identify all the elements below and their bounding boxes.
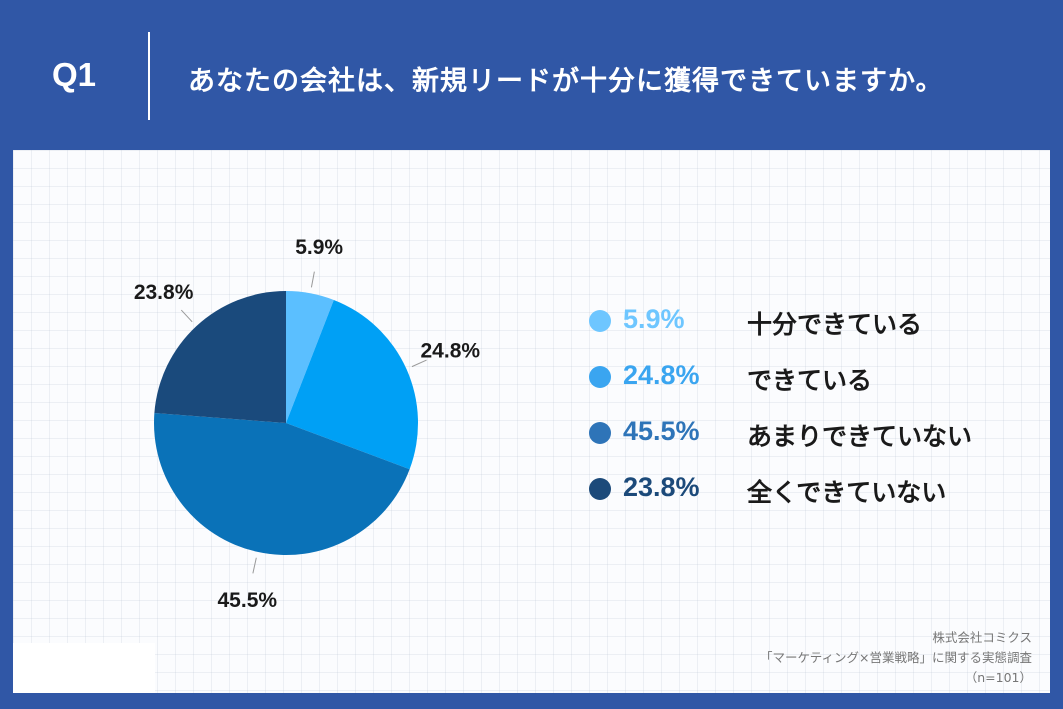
legend-item: 23.8% 全くできていない — [589, 470, 1029, 526]
legend: 5.9% 十分できている 24.8% できている 45.5% あまりできていない 23.8%… — [589, 302, 1029, 526]
legend-label: あまりできていない — [747, 422, 973, 451]
legend-swatch — [589, 366, 611, 388]
leader-line-1 — [411, 359, 427, 368]
legend-label: 全くできていない — [747, 478, 947, 507]
legend-item: 24.8% できている — [589, 358, 1029, 414]
question-title: あなたの会社は、新規リードが十分に獲得できていますか。 — [188, 66, 944, 97]
legend-percent: 24.8% — [623, 360, 700, 390]
legend-swatch — [589, 478, 611, 500]
legend-label: できている — [747, 366, 873, 395]
legend-swatch — [589, 310, 611, 332]
legend-swatch — [589, 422, 611, 444]
legend-item: 45.5% あまりできていない — [589, 414, 1029, 470]
legend-percent: 5.9% — [623, 304, 685, 334]
chart-panel: 5.9% 24.8% 45.5% 23.8% 5.9% 十分できている 24.8% できてい… — [13, 150, 1050, 693]
leader-line-2 — [252, 557, 257, 574]
pie-slice-2 — [153, 413, 410, 555]
leader-line-0 — [310, 271, 315, 288]
corner-mask — [13, 643, 155, 693]
slice-label-0: 5.9% — [295, 236, 343, 259]
legend-percent: 23.8% — [623, 472, 700, 502]
source-sample-size: （n=101） — [964, 670, 1032, 685]
source-company: 株式会社コミクス — [932, 630, 1032, 645]
legend-item: 5.9% 十分できている — [589, 302, 1029, 358]
slice-label-2: 45.5% — [218, 589, 278, 612]
legend-label: 十分できている — [747, 310, 923, 339]
question-number: Q1 — [52, 56, 97, 93]
header-divider — [148, 32, 150, 120]
pie-chart: 5.9% 24.8% 45.5% 23.8% — [134, 236, 481, 612]
legend-percent: 45.5% — [623, 416, 700, 446]
leader-line-3 — [180, 309, 193, 323]
source-survey: 「マーケティング×営業戦略」に関する実態調査 — [760, 650, 1032, 665]
source-note: 株式会社コミクス 「マーケティング×営業戦略」に関する実態調査 （n=101） — [760, 628, 1032, 688]
pie-slice-0 — [286, 291, 334, 423]
pie-slice-3 — [154, 291, 286, 423]
slice-label-1: 24.8% — [421, 339, 481, 362]
slice-label-3: 23.8% — [134, 281, 194, 304]
pie-slice-1 — [286, 299, 418, 470]
